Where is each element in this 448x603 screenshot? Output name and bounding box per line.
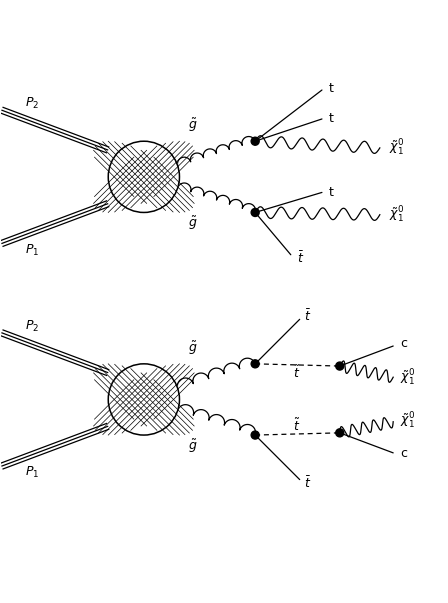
Text: $\tilde{t}$: $\tilde{t}$ [293, 365, 300, 381]
Text: $\tilde{g}$: $\tilde{g}$ [188, 215, 198, 232]
Text: $\tilde{g}$: $\tilde{g}$ [188, 339, 198, 357]
Circle shape [108, 364, 180, 435]
Text: c: c [400, 337, 407, 350]
Text: t: t [329, 82, 333, 95]
Circle shape [251, 431, 259, 439]
Text: $\tilde{t}$: $\tilde{t}$ [293, 418, 300, 434]
Circle shape [251, 360, 259, 368]
Circle shape [336, 362, 344, 370]
Text: $P_2$: $P_2$ [26, 318, 39, 333]
Circle shape [108, 141, 180, 212]
Circle shape [251, 137, 259, 145]
Text: $\tilde{g}$: $\tilde{g}$ [188, 117, 198, 134]
Text: $\tilde{\chi}_1^0$: $\tilde{\chi}_1^0$ [400, 411, 415, 431]
Text: $\bar{t}$: $\bar{t}$ [304, 475, 311, 491]
Text: t: t [329, 112, 333, 125]
Text: $\tilde{g}$: $\tilde{g}$ [188, 438, 198, 455]
Text: c: c [400, 447, 407, 460]
Text: $P_1$: $P_1$ [26, 466, 40, 481]
Text: $P_2$: $P_2$ [26, 96, 39, 111]
Text: t: t [329, 186, 333, 199]
Text: $P_1$: $P_1$ [26, 243, 40, 258]
Text: $\tilde{\chi}_1^0$: $\tilde{\chi}_1^0$ [389, 204, 404, 225]
Text: $\tilde{\chi}_1^0$: $\tilde{\chi}_1^0$ [389, 138, 404, 158]
Text: $\bar{t}$: $\bar{t}$ [304, 308, 311, 323]
Text: $\tilde{\chi}_1^0$: $\tilde{\chi}_1^0$ [400, 368, 415, 388]
Text: $\bar{t}$: $\bar{t}$ [297, 250, 305, 266]
Circle shape [336, 429, 344, 437]
Circle shape [251, 209, 259, 216]
